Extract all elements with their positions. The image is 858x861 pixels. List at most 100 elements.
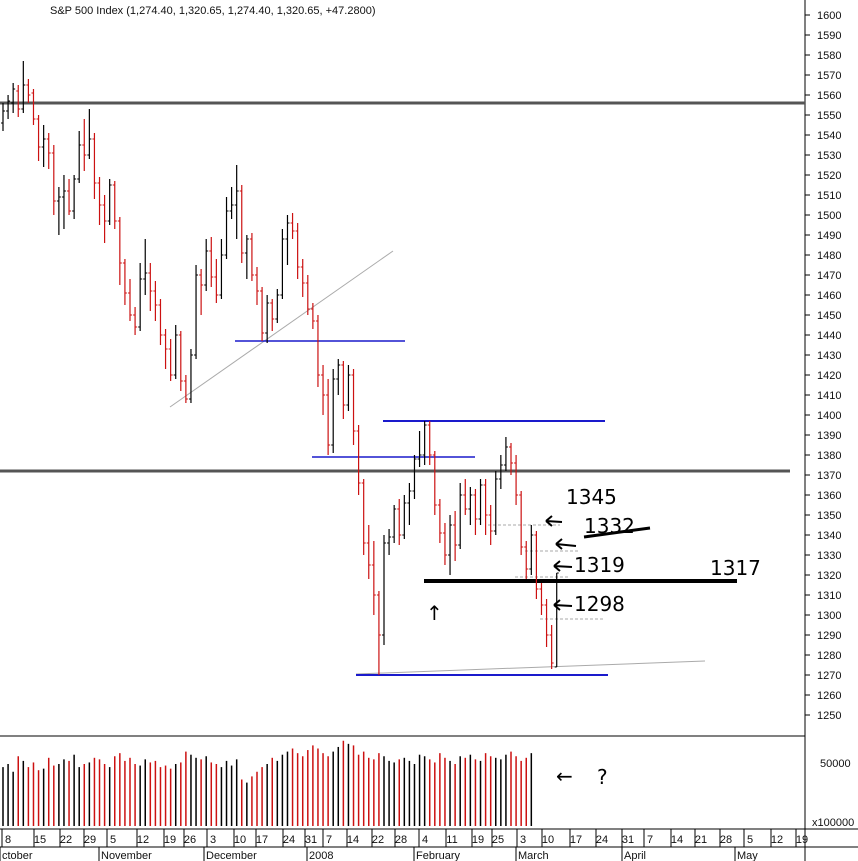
- y-tick-label: 1340: [817, 530, 841, 542]
- x-day-tick-label: 3: [210, 834, 216, 846]
- x-day-tick-label: 14: [671, 834, 683, 846]
- annotation-left-arrow: ←: [556, 764, 573, 788]
- y-tick-label: 1420: [817, 370, 841, 382]
- trendline-rising: [169, 250, 394, 408]
- annotation-1298: 1298: [574, 592, 625, 616]
- volume-unit-label: x100000: [812, 817, 854, 829]
- x-day-tick-label: 26: [184, 834, 196, 846]
- x-day-tick-label: 7: [647, 834, 653, 846]
- y-tick-label: 1600: [817, 10, 841, 22]
- y-tick-label: 1570: [817, 70, 841, 82]
- x-day-tick-label: 12: [771, 834, 783, 846]
- x-month-label: May: [737, 850, 758, 861]
- x-day-tick-label: 17: [256, 834, 268, 846]
- y-tick-label: 1560: [817, 90, 841, 102]
- x-day-tick-label: 31: [305, 834, 317, 846]
- y-tick-label: 1300: [817, 610, 841, 622]
- y-tick-label: 1430: [817, 350, 841, 362]
- x-day-tick-label: 5: [747, 834, 753, 846]
- x-day-tick-label: 15: [34, 834, 46, 846]
- x-day-tick-label: 7: [326, 834, 332, 846]
- y-tick-label: 1250: [817, 710, 841, 722]
- y-tick-label: 1530: [817, 150, 841, 162]
- x-day-tick-label: 12: [137, 834, 149, 846]
- y-tick-label: 1440: [817, 330, 841, 342]
- arrow-1298: [553, 599, 573, 611]
- y-tick-label: 1470: [817, 270, 841, 282]
- x-day-tick-label: 17: [570, 834, 582, 846]
- y-tick-label: 1520: [817, 170, 841, 182]
- y-tick-label: 1380: [817, 450, 841, 462]
- x-day-tick-label: 10: [542, 834, 554, 846]
- x-day-tick-label: 11: [446, 834, 457, 846]
- y-tick-label: 1320: [817, 570, 841, 582]
- ohlc-bars: [1, 61, 559, 675]
- x-day-tick-label: 22: [60, 834, 72, 846]
- y-axis-ticks: 1250 1260 1270 1280 1290 1300 1310 1320 1330 1340…: [805, 10, 841, 722]
- y-tick-label: 1460: [817, 290, 841, 302]
- y-tick-label: 1540: [817, 130, 841, 142]
- x-day-tick-label: 10: [234, 834, 246, 846]
- x-month-label: December: [206, 850, 257, 861]
- annotation-1319: 1319: [574, 553, 625, 577]
- arrow-1319: [553, 560, 573, 572]
- annotation-up-arrow: ↑: [426, 601, 443, 625]
- volume-bars: [2, 740, 533, 826]
- y-tick-label: 1510: [817, 190, 841, 202]
- x-month-label: ctober: [2, 850, 33, 861]
- y-tick-label: 1350: [817, 510, 841, 522]
- x-day-tick-label: 14: [347, 834, 359, 846]
- y-tick-label: 1290: [817, 630, 841, 642]
- x-day-tick-label: 8: [5, 834, 11, 846]
- x-month-label: February: [416, 850, 461, 861]
- x-day-tick-label: 3: [520, 834, 526, 846]
- y-tick-label: 1410: [817, 390, 841, 402]
- x-day-tick-label: 31: [622, 834, 634, 846]
- x-day-tick-label: 25: [492, 834, 504, 846]
- trendline-bottom: [355, 660, 706, 675]
- annotation-1345: 1345: [566, 485, 617, 509]
- x-axis-months: ctober November December 2008 February March A…: [0, 847, 758, 861]
- x-month-label: March: [518, 850, 549, 861]
- arrow-1332: [555, 538, 577, 550]
- x-day-tick-label: 19: [796, 834, 808, 846]
- x-day-tick-label: 28: [720, 834, 732, 846]
- arrow-1345: [545, 515, 563, 527]
- y-tick-label: 1400: [817, 410, 841, 422]
- x-day-tick-label: 24: [596, 834, 608, 846]
- annotation-1317: 1317: [710, 556, 761, 580]
- volume-tick-label: 50000: [820, 758, 851, 770]
- y-tick-label: 1260: [817, 690, 841, 702]
- y-tick-label: 1580: [817, 50, 841, 62]
- y-tick-label: 1480: [817, 250, 841, 262]
- x-day-tick-label: 24: [283, 834, 295, 846]
- x-day-tick-label: 29: [84, 834, 96, 846]
- y-tick-label: 1370: [817, 470, 841, 482]
- x-month-label: November: [101, 850, 152, 861]
- x-day-tick-label: 5: [110, 834, 116, 846]
- x-day-tick-label: 19: [472, 834, 484, 846]
- x-month-label: April: [624, 850, 646, 861]
- y-tick-label: 1590: [817, 30, 841, 42]
- x-day-tick-label: 22: [372, 834, 384, 846]
- trendlines: [0, 101, 805, 676]
- x-day-tick-label: 28: [395, 834, 407, 846]
- y-tick-label: 1310: [817, 590, 841, 602]
- y-tick-label: 1450: [817, 310, 841, 322]
- x-month-label: 2008: [309, 850, 333, 861]
- x-axis-ticks: 8 15 22 29 5 12 19 26 3 10 17 24 31 7 14 22 28 4 11 19 25 3 10…: [1, 829, 808, 847]
- y-tick-label: 1270: [817, 670, 841, 682]
- y-tick-label: 1490: [817, 230, 841, 242]
- chart-title: S&P 500 Index (1,274.40, 1,320.65, 1,274…: [50, 5, 375, 17]
- y-tick-label: 1330: [817, 550, 841, 562]
- y-tick-label: 1390: [817, 430, 841, 442]
- y-tick-label: 1550: [817, 110, 841, 122]
- y-tick-label: 1280: [817, 650, 841, 662]
- annotation-1332-underline: [583, 526, 651, 539]
- annotation-question-mark: ?: [597, 765, 608, 789]
- x-day-tick-label: 4: [422, 834, 428, 846]
- y-tick-label: 1360: [817, 490, 841, 502]
- x-day-tick-label: 21: [695, 834, 707, 846]
- y-tick-label: 1500: [817, 210, 841, 222]
